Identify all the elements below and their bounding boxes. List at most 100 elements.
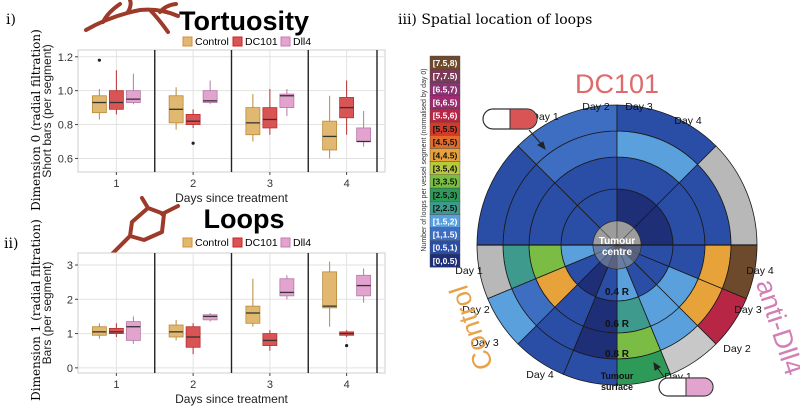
legend-swatch-dc101: [232, 237, 243, 248]
loops-chart: 0 1 2 3 1 2 3 4 Days since treatment Bars (per se…: [40, 252, 386, 406]
x-tick-label: 2: [190, 178, 196, 190]
day-label: Day 1: [455, 265, 483, 277]
radial-label: Tumour: [601, 371, 634, 381]
outlier-point: [345, 343, 349, 348]
x-axis-label: Days since treatment: [175, 191, 288, 205]
y-tick-label: 1: [67, 329, 73, 341]
box-dll4: [279, 93, 295, 109]
colorbar-bin-label: [2,2.5): [433, 203, 458, 213]
x-axis-label: Days since treatment: [175, 392, 288, 406]
y-tick-label: 2: [67, 294, 73, 306]
day-label: Day 4: [674, 115, 702, 127]
box-control: [91, 95, 107, 114]
day-label: Day 4: [526, 369, 554, 381]
colorbar-bin-label: [2.5,3): [433, 190, 458, 200]
legend-label-control: Control: [195, 237, 229, 249]
colorbar-bin-label: [1,1.5): [433, 230, 458, 240]
radial-label: Tumour: [599, 236, 636, 247]
pill-arrows: [528, 129, 665, 378]
panel-label-ii: ii): [4, 236, 18, 252]
colorbar-bin-label: [7,7.5): [433, 71, 458, 81]
colorbar-bin: [429, 55, 461, 70]
box-dll4: [125, 90, 141, 103]
colorbar: [0,0.5) [0.5,1) [1,1.5) [1.5,2) [2,2.5) [2.5,…: [429, 55, 461, 268]
box-dc101: [262, 107, 278, 129]
box-dc101: [262, 333, 278, 346]
colorbar-bin-label: [5.5,6): [433, 111, 458, 121]
loops-title: Loops: [204, 204, 285, 234]
panel-label-i: i): [6, 12, 16, 28]
box-control: [322, 271, 338, 309]
sector-dc101-day4: [697, 145, 758, 246]
legend-label-dc101: DC101: [245, 36, 278, 48]
tortuosity-chart: 0.6 0.8 1.0 1.2 1 2 3 4 Days since treatment Shor…: [40, 44, 386, 205]
radial-label: 0.6 R: [605, 319, 630, 330]
box-control: [168, 324, 184, 338]
y-axis-label: Short bars (per segment): [40, 44, 54, 177]
outlier-point: [191, 141, 195, 145]
radial-label: 0.4 R: [605, 287, 630, 298]
x-tick-label: 1: [113, 178, 119, 190]
x-tick-label: 3: [267, 178, 273, 190]
colorbar-label: Number of loops per vessel segment (norm…: [421, 68, 428, 251]
day-label: Day 3: [734, 304, 762, 316]
sector-control-day4: [476, 244, 513, 300]
day-label: Day 2: [462, 304, 490, 316]
day-label: Day 2: [582, 101, 610, 113]
panel-label-iii: iii) Spatial location of loops: [398, 12, 592, 28]
dimension-1-label: Dimension 1 (radial filtration): [29, 219, 43, 401]
box-dll4: [125, 321, 141, 341]
colorbar-bin-label: [0,0.5): [433, 256, 458, 266]
box-dc101: [108, 90, 124, 110]
dimension-0-label: Dimension 0 (radial filtration): [29, 29, 43, 211]
box-dc101: [108, 328, 124, 334]
colorbar-bin-label: [7.5,8): [433, 58, 458, 68]
box-dll4: [202, 314, 218, 321]
branch-icon: [84, 0, 180, 34]
day-label: Day 4: [746, 265, 774, 277]
day-label: Day 2: [723, 343, 751, 355]
colorbar-bin-label: [6.5,7): [433, 84, 458, 94]
radial-label: centre: [602, 247, 632, 258]
box-dc101: [185, 113, 201, 125]
colorbar-bin-label: [6,6.5): [433, 98, 458, 108]
legend-label-dc101: DC101: [245, 237, 278, 249]
radial-label: 0.8 R: [605, 349, 630, 360]
box-control: [245, 305, 261, 324]
y-tick-label: 0.8: [58, 120, 73, 132]
colorbar-bin-label: [0.5,1): [433, 243, 458, 253]
group-label-anti-dll4: anti-Dll4: [750, 275, 800, 378]
colorbar-bin-label: [4,4.5): [433, 150, 458, 160]
y-tick-label: 0: [67, 363, 73, 375]
y-tick-label: 0.6: [58, 153, 73, 165]
colorbar-bin-label: [1.5,2): [433, 216, 458, 226]
x-tick-label: 3: [267, 379, 273, 391]
loop-icon: [110, 196, 180, 256]
colorbar-bin-label: [3.5,4): [433, 164, 458, 174]
pill-icon-dc101: [482, 108, 538, 130]
day-label: Day 3: [625, 101, 653, 113]
y-tick-label: 3: [67, 260, 73, 272]
y-tick-label: 1.0: [58, 86, 73, 98]
radial-label: surface: [601, 382, 633, 392]
day-label: Day 1: [531, 111, 559, 123]
legend-swatch-dll4: [280, 237, 291, 248]
legend-swatch-control: [182, 237, 193, 248]
box-dll4: [279, 278, 295, 297]
y-tick-label: 1.2: [58, 52, 73, 64]
sector-control-day1: [562, 349, 618, 386]
legend-label-control: Control: [195, 36, 229, 48]
tortuosity-title: Tortuosity: [179, 6, 309, 36]
group-label-dc101: DC101: [575, 69, 659, 99]
box-dll4: [202, 90, 218, 103]
x-tick-label: 1: [113, 379, 119, 391]
sector-dc101-day2: [517, 104, 618, 165]
sector-control-day2: [517, 325, 574, 375]
sector-dc101-day3: [616, 104, 717, 165]
legend-swatch-dll4: [280, 36, 291, 47]
box-control: [245, 107, 261, 136]
colorbar-bin-label: [5,5.5): [433, 124, 458, 134]
colorbar-bin-label: [3,3.5): [433, 177, 458, 187]
